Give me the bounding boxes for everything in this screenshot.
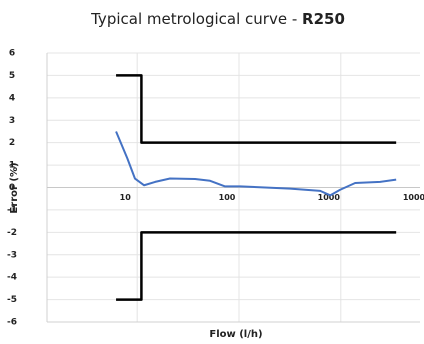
title-text: Typical metrological curve - (90, 10, 297, 28)
y-tick-label: -4 (7, 273, 17, 283)
y-tick-label: 1 (9, 161, 15, 171)
series-line (116, 231, 397, 301)
annotation: 1000 (403, 193, 424, 202)
x-tick-label: 1000 (318, 193, 341, 202)
y-tick-label: -6 (7, 318, 17, 328)
chart-title: Typical metrological curve - R250 (90, 10, 345, 28)
x-tick-label: 10 (120, 193, 132, 202)
y-axis-label: Error (%) (9, 162, 20, 213)
y-tick-label: -3 (7, 250, 17, 260)
title-bold: R250 (302, 10, 345, 28)
y-tick-label: 0 (9, 183, 15, 193)
y-tick-label: 6 (9, 49, 15, 59)
y-tick-label: 2 (9, 138, 15, 148)
y-tick-label: -2 (7, 228, 17, 238)
y-tick-label: 3 (9, 116, 15, 126)
y-tick-label: 5 (9, 71, 15, 81)
series-line (115, 131, 397, 197)
y-tick-label: -5 (7, 295, 17, 305)
y-tick-label: 4 (9, 93, 15, 103)
x-axis-label: Flow (l/h) (209, 329, 262, 340)
y-tick-label: -1 (7, 205, 17, 215)
x-tick-label: 100 (219, 193, 236, 202)
series-line (116, 74, 397, 144)
